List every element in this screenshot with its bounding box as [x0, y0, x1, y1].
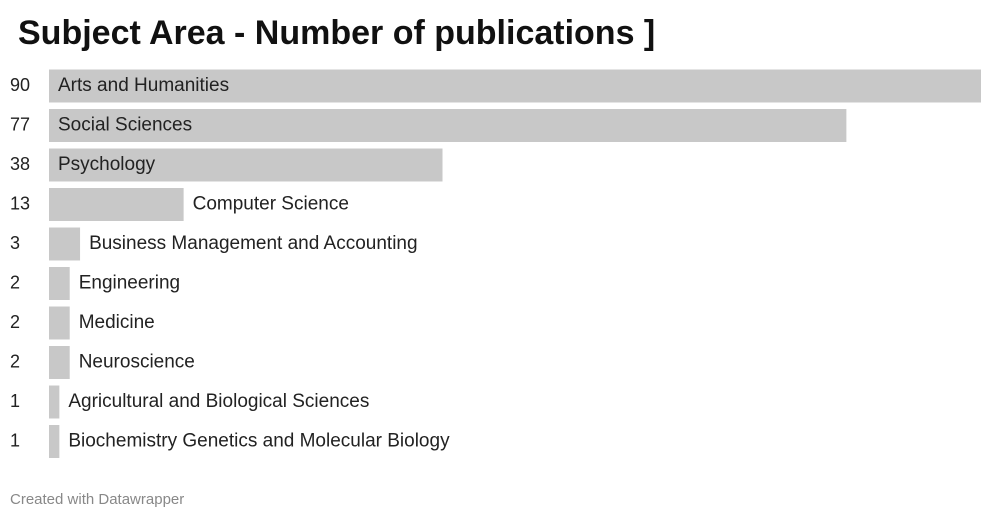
bar — [49, 306, 70, 340]
category-label: Neuroscience — [79, 352, 195, 373]
category-label: Computer Science — [193, 194, 349, 215]
footer: Created with Datawrapper — [10, 491, 184, 508]
category-label: Social Sciences — [58, 115, 192, 136]
value-label: 1 — [10, 391, 20, 411]
bar — [49, 425, 60, 458]
value-label: 2 — [10, 272, 20, 292]
value-label: 1 — [10, 430, 20, 450]
bar — [49, 227, 81, 261]
bar — [49, 385, 60, 419]
category-label: Arts and Humanities — [58, 75, 229, 96]
category-label: Psychology — [58, 154, 156, 175]
bar — [49, 69, 981, 103]
value-label: 77 — [10, 114, 30, 134]
value-label: 2 — [10, 351, 20, 371]
value-label: 3 — [10, 233, 20, 253]
category-label: Business Management and Accounting — [89, 233, 418, 254]
category-label: Biochemistry Genetics and Molecular Biol… — [68, 431, 450, 452]
bar — [49, 267, 70, 300]
value-label: 13 — [10, 193, 30, 213]
bar — [49, 109, 847, 142]
value-label: 90 — [10, 75, 30, 95]
value-label: 38 — [10, 154, 30, 174]
bar — [49, 188, 184, 221]
value-label: 2 — [10, 312, 20, 332]
category-label: Engineering — [79, 273, 180, 294]
chart-title: Subject Area - Number of publications ] — [18, 14, 655, 52]
category-label: Agricultural and Biological Sciences — [68, 391, 369, 412]
bar — [49, 346, 70, 379]
category-label: Medicine — [79, 312, 155, 333]
bar — [49, 148, 443, 182]
